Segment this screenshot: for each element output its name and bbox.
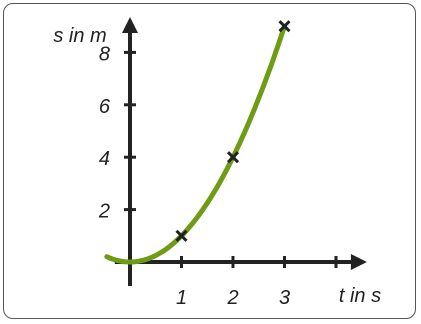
x-axis-label: t in s	[339, 285, 381, 307]
x-tick-label: 1	[176, 287, 187, 309]
y-tick-label: 8	[99, 43, 110, 65]
y-tick-label: 2	[98, 201, 110, 223]
tick-labels: 1 2 3 2 4 6 8	[98, 43, 290, 309]
chart-frame	[3, 3, 416, 319]
data-point-stroke	[175, 229, 188, 242]
fit-curve	[104, 23, 287, 265]
data-point	[175, 229, 188, 242]
x-axis-arrow	[350, 254, 367, 270]
data-point-stroke	[278, 20, 291, 33]
y-axis-label: s in m	[53, 25, 106, 47]
data-point	[226, 151, 240, 164]
data-markers	[175, 20, 291, 242]
ticks	[124, 50, 338, 268]
data-point	[278, 20, 291, 33]
y-axis-arrow	[122, 16, 138, 33]
data-point-stroke	[226, 151, 240, 164]
x-tick-label: 3	[279, 287, 290, 309]
axes	[114, 16, 367, 286]
y-tick-label: 4	[99, 148, 110, 170]
x-tick-label: 2	[226, 287, 238, 309]
y-tick-label: 6	[99, 96, 111, 118]
